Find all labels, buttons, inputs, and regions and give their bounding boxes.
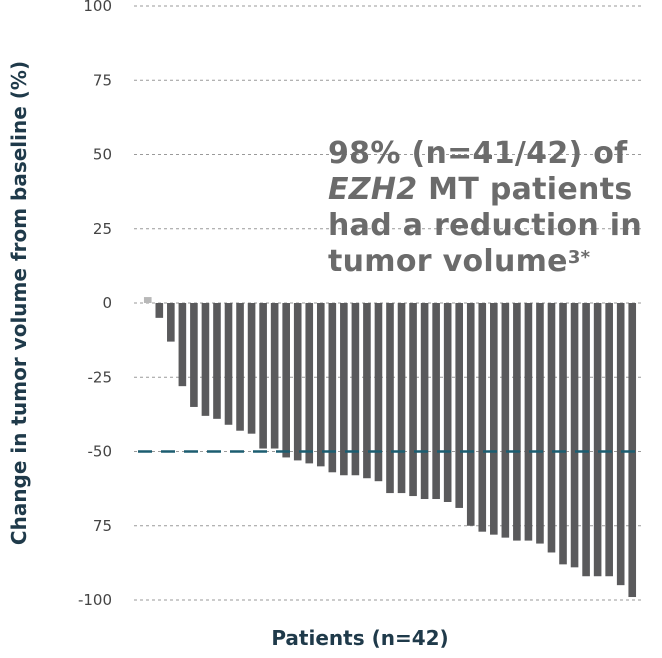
bar	[386, 303, 394, 494]
bar	[178, 303, 187, 387]
bar	[455, 303, 464, 508]
bar	[143, 297, 152, 303]
bar	[582, 303, 590, 577]
callout-line-2: EZH2 MT patients	[328, 172, 642, 208]
bar	[340, 303, 348, 476]
y-tick-label: -100	[78, 591, 112, 609]
bar	[155, 303, 164, 318]
bar	[443, 303, 452, 502]
y-tick-labels: 100 75 50 25 0 -25 -50 75 -100	[78, 0, 112, 609]
callout-annotation: 98% (n=41/42) of EZH2 MT patients had a …	[328, 136, 642, 280]
bar	[305, 303, 314, 464]
callout-gene: EZH2	[328, 172, 418, 207]
bar	[201, 303, 210, 416]
bar	[524, 303, 533, 541]
bar	[490, 303, 498, 535]
bar	[628, 303, 637, 598]
bar	[270, 303, 279, 449]
bar	[224, 303, 233, 425]
bar	[213, 303, 221, 419]
bar	[570, 303, 579, 568]
bar	[397, 303, 406, 494]
callout-line-1: 98% (n=41/42) of	[328, 136, 628, 171]
bar	[363, 303, 371, 479]
callout-line-4-text: tumor volume	[328, 244, 568, 279]
bar	[559, 303, 567, 565]
bar	[536, 303, 544, 544]
bar	[236, 303, 244, 431]
bar	[547, 303, 556, 553]
bar	[328, 303, 337, 473]
callout-line-3: had a reduction in	[328, 208, 643, 243]
bar	[293, 303, 302, 461]
bar	[316, 303, 325, 467]
bar	[282, 303, 290, 458]
bars	[143, 297, 637, 598]
y-tick-label: 75	[93, 71, 112, 89]
bar	[247, 303, 256, 434]
y-tick-label: 100	[83, 0, 112, 15]
bar	[478, 303, 487, 532]
bar	[167, 303, 175, 342]
callout-footnote: 3*	[567, 247, 591, 268]
y-tick-label: 50	[93, 146, 112, 164]
x-axis-label: Patients (n=42)	[271, 626, 449, 650]
bar	[409, 303, 417, 497]
y-tick-label: -50	[88, 443, 113, 461]
bar	[593, 303, 602, 577]
bar	[190, 303, 198, 407]
callout-line-2-rest: MT patients	[417, 172, 633, 207]
bar	[259, 303, 267, 449]
y-tick-label: 75	[93, 517, 112, 535]
bar	[605, 303, 613, 577]
bar	[351, 303, 360, 476]
y-tick-label: 0	[102, 294, 112, 312]
bar	[374, 303, 383, 482]
y-tick-label: 25	[93, 220, 112, 238]
bar	[616, 303, 625, 586]
callout-line-4: tumor volume3*	[328, 244, 642, 280]
bar	[513, 303, 521, 541]
bar	[432, 303, 440, 500]
y-axis-label: Change in tumor volume from baseline (%)	[7, 60, 31, 546]
bar	[466, 303, 475, 526]
bar	[501, 303, 510, 538]
y-tick-label: -25	[88, 368, 113, 386]
bar	[420, 303, 429, 500]
